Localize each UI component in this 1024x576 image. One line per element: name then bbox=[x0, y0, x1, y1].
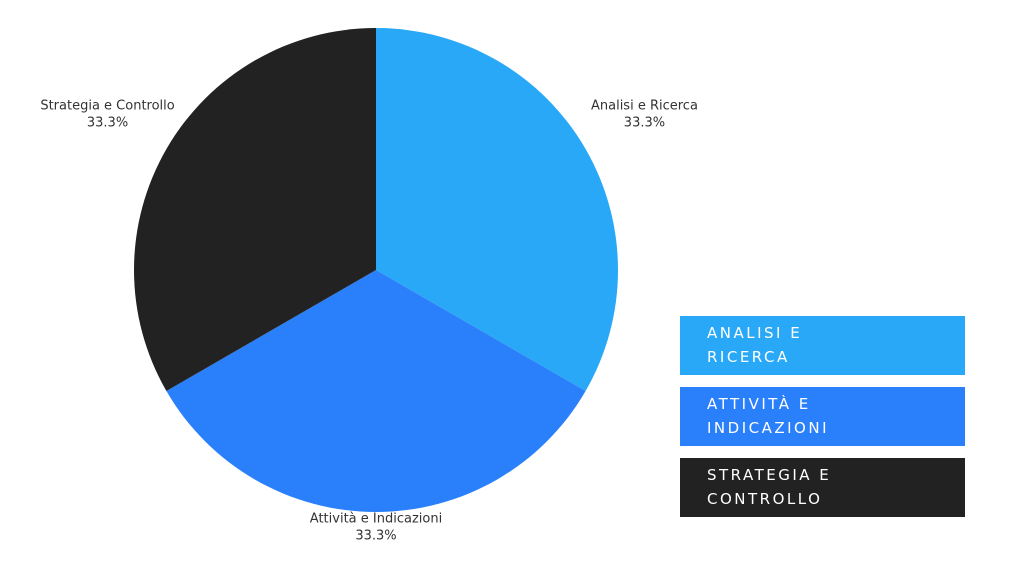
slice-value-label: 33.3% bbox=[87, 116, 128, 131]
pie-slice bbox=[166, 270, 586, 512]
slice-value-label: 33.3% bbox=[355, 529, 396, 544]
legend-item: Strategia e Controllo bbox=[680, 458, 965, 517]
pie-slice bbox=[376, 28, 618, 391]
slice-label: Attività e Indicazioni bbox=[310, 512, 442, 527]
legend-item: Attività e Indicazioni bbox=[680, 387, 965, 446]
legend-label: Analisi e Ricerca bbox=[707, 324, 803, 366]
slice-value-label: 33.3% bbox=[624, 116, 665, 131]
slice-label: Analisi e Ricerca bbox=[591, 99, 698, 114]
slice-label: Strategia e Controllo bbox=[40, 99, 174, 114]
legend-label: Strategia e Controllo bbox=[707, 466, 832, 508]
legend-label: Attività e Indicazioni bbox=[707, 395, 830, 437]
pie-slice bbox=[134, 28, 376, 391]
legend-item: Analisi e Ricerca bbox=[680, 316, 965, 375]
